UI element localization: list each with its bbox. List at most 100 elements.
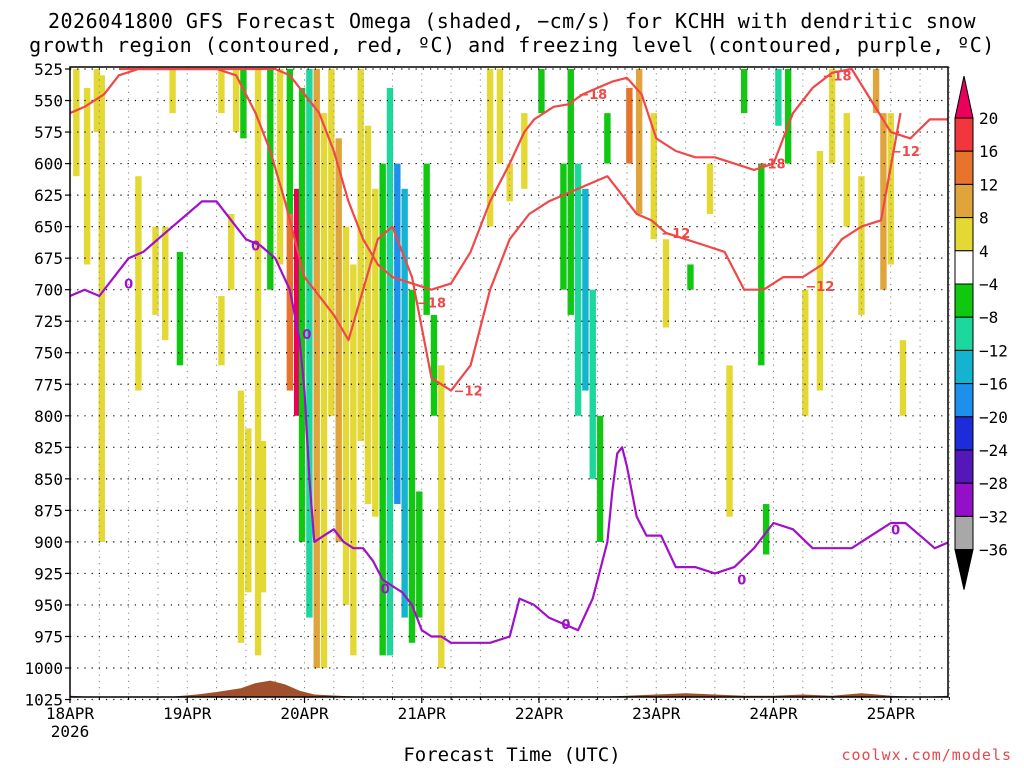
contour-label: −18 — [823, 69, 852, 84]
credit-text: coolwx.com/models — [841, 746, 1012, 764]
omega-cell — [635, 69, 643, 215]
y-tick-label: 625 — [34, 186, 63, 205]
omega-cell — [423, 163, 430, 315]
colorbar-swatch — [954, 283, 974, 318]
omega-cell — [401, 188, 408, 618]
omega-cell — [286, 214, 294, 391]
contour-label: 0 — [302, 328, 311, 343]
x-axis-label: Forecast Time (UTC) — [403, 744, 621, 766]
omega-cell — [872, 69, 880, 114]
omega-cell — [73, 69, 80, 177]
terrain-ground — [70, 680, 948, 697]
colorbar-label: 16 — [979, 142, 998, 161]
contour-label: −12 — [891, 145, 920, 160]
contour-label: −12 — [805, 280, 834, 295]
y-tick-label: 550 — [34, 92, 63, 111]
omega-cell — [240, 69, 247, 139]
contour-label: −18 — [417, 296, 446, 311]
x-tick-label: 23APR — [632, 704, 681, 723]
y-tick-label: 725 — [34, 312, 63, 331]
omega-cell — [560, 163, 567, 290]
omega-cell — [650, 113, 658, 240]
omega-cell — [162, 226, 169, 341]
omega-cell — [816, 150, 824, 391]
x-tick-label: 19APR — [163, 704, 212, 723]
colorbar-label: −8 — [979, 308, 998, 327]
colorbar-bottom-arrow — [954, 549, 974, 590]
omega-cell — [379, 163, 386, 656]
omega-cell — [662, 239, 670, 328]
colorbar-swatch — [954, 349, 974, 385]
omega-cell — [775, 69, 782, 126]
contour-label: −18 — [757, 158, 786, 173]
omega-cell — [313, 69, 320, 668]
omega-cell — [604, 113, 611, 164]
x-tick-year-label: 2026 — [51, 722, 90, 741]
omega-cell — [843, 113, 850, 227]
omega-cell — [259, 441, 267, 593]
y-tick-label: 975 — [34, 627, 63, 646]
contour-label: 0 — [737, 574, 746, 589]
omega-cell — [218, 69, 225, 114]
omega-cell — [254, 69, 262, 656]
contour-labels-layer: 0 0 0 0 0 0 0 −18 −12 −18 −12 −18 −12 −18 −12 — [124, 69, 920, 633]
omega-cell — [408, 289, 416, 643]
colorbar-label: −4 — [979, 275, 998, 294]
colorbar-label: −12 — [979, 341, 1008, 360]
omega-cell — [438, 365, 445, 668]
chart-title-line1: 2026041800 GFS Forecast Omega (shaded, −… — [47, 9, 977, 33]
omega-cell — [237, 390, 245, 643]
colorbar-swatch — [954, 183, 974, 219]
x-tick-label: 20APR — [280, 704, 329, 723]
y-tick-label: 1025 — [24, 691, 63, 710]
omega-cell — [83, 87, 91, 265]
colorbar-swatch — [954, 316, 974, 351]
y-tick-label: 575 — [34, 123, 63, 142]
omega-cell — [582, 188, 589, 391]
x-tick-label: 21APR — [398, 704, 447, 723]
dgz-contour-line — [118, 67, 902, 392]
colorbar-swatch — [954, 117, 974, 152]
y-tick-label: 775 — [34, 375, 63, 394]
x-tick-label: 22APR — [515, 704, 564, 723]
colorbar-label: −24 — [979, 441, 1008, 460]
colorbar-top-arrow — [954, 75, 974, 119]
omega-cell — [596, 415, 604, 542]
colorbar-label: 8 — [979, 209, 989, 228]
colorbar-swatch — [954, 482, 974, 517]
y-axis-ticks: 525 550 575 600 625 650 675 700 725 750 775 800 825 8… — [24, 60, 70, 710]
freezing-level-contour — [70, 200, 948, 644]
omega-cell — [386, 87, 394, 656]
contour-label: −12 — [454, 385, 483, 400]
terrain-layer — [70, 680, 948, 697]
contour-label: 0 — [124, 277, 133, 292]
x-tick-label: 25APR — [867, 704, 916, 723]
y-tick-label: 525 — [34, 60, 63, 79]
y-tick-label: 750 — [34, 344, 63, 363]
omega-cell — [335, 138, 342, 542]
colorbar-swatch — [954, 416, 974, 451]
omega-cell — [626, 87, 633, 164]
colorbar-swatch — [954, 250, 974, 285]
omega-cell — [687, 264, 694, 290]
omega-cell — [758, 163, 765, 366]
omega-cell — [152, 226, 159, 315]
omega-cell — [267, 69, 274, 290]
omega-cell — [350, 264, 357, 656]
omega-cell — [430, 314, 438, 416]
omega-cell — [726, 365, 733, 517]
y-tick-label: 650 — [34, 218, 63, 237]
y-tick-label: 950 — [34, 596, 63, 615]
colorbar-swatch — [954, 217, 974, 252]
omega-cell — [218, 295, 225, 366]
omega-cell — [372, 188, 379, 517]
colorbar-label: −32 — [979, 507, 1008, 526]
omega-cell — [784, 69, 792, 164]
omega-cell — [93, 69, 101, 133]
y-tick-label: 700 — [34, 281, 63, 300]
omega-cell — [521, 113, 528, 189]
y-tick-label: 850 — [34, 470, 63, 489]
x-tick-label: 24APR — [749, 704, 798, 723]
omega-cell — [740, 69, 748, 114]
omega-cell — [245, 428, 252, 593]
